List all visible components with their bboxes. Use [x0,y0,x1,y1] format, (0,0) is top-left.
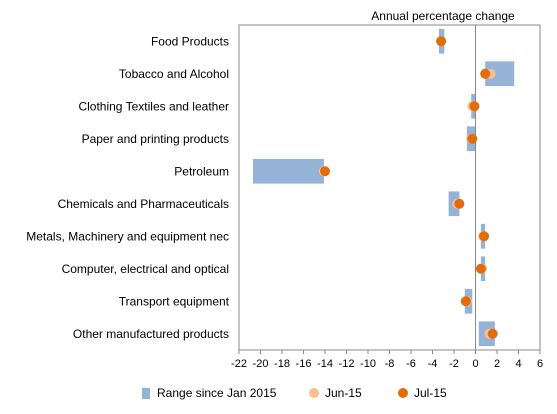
legend-swatch-jun [309,388,319,398]
x-tick-label-10: -4 [428,358,438,370]
legend-swatch-jul [398,388,408,398]
jul-point-2 [480,68,491,79]
category-label-3: Clothing Textiles and leather [78,99,229,113]
x-tick-label-5: -14 [317,358,333,370]
jul-point-6 [454,198,465,209]
x-tick-label-1: -22 [231,358,247,370]
x-tick-label-3: -18 [274,358,290,370]
legend-swatch-range [142,388,150,399]
category-label-4: Paper and printing products [82,132,229,146]
jul-point-4 [467,133,478,144]
x-tick-label-9: -6 [406,358,416,370]
category-label-1: Food Products [151,34,229,48]
x-tick-label-6: -12 [339,358,355,370]
x-tick-label-15: 6 [537,358,543,370]
legend-label-jun: Jun-15 [325,386,362,400]
category-label-10: Other manufactured products [73,327,229,341]
category-label-7: Metals, Machinery and equipment nec [26,229,229,243]
range-bar-5 [252,158,324,184]
category-label-9: Transport equipment [119,294,230,308]
x-tick-label-11: -2 [449,358,459,370]
jul-point-8 [475,263,486,274]
jul-point-9 [460,296,471,307]
jul-point-3 [469,101,480,112]
chart-subtitle: Annual percentage change [371,9,515,23]
legend: Range since Jan 2015 Jun-15 Jul-15 [142,386,447,400]
x-tick-label-4: -16 [296,358,312,370]
x-tick-label-12: 0 [472,358,478,370]
category-label-2: Tobacco and Alcohol [119,67,229,81]
jul-point-1 [436,36,447,47]
category-label-5: Petroleum [174,164,229,178]
x-tick-label-8: -8 [385,358,395,370]
x-tick-label-7: -10 [360,358,376,370]
jul-point-7 [479,231,490,242]
jul-point-5 [320,166,330,177]
category-label-8: Computer, electrical and optical [62,262,229,276]
x-tick-label-14: 4 [515,358,521,370]
x-tick-label-2: -20 [253,358,269,370]
x-tick-label-13: 2 [494,358,500,370]
legend-label-jul: Jul-15 [414,386,447,400]
category-label-6: Chemicals and Pharmaceuticals [58,197,229,211]
jul-point-10 [487,328,498,339]
legend-label-range: Range since Jan 2015 [157,386,277,400]
